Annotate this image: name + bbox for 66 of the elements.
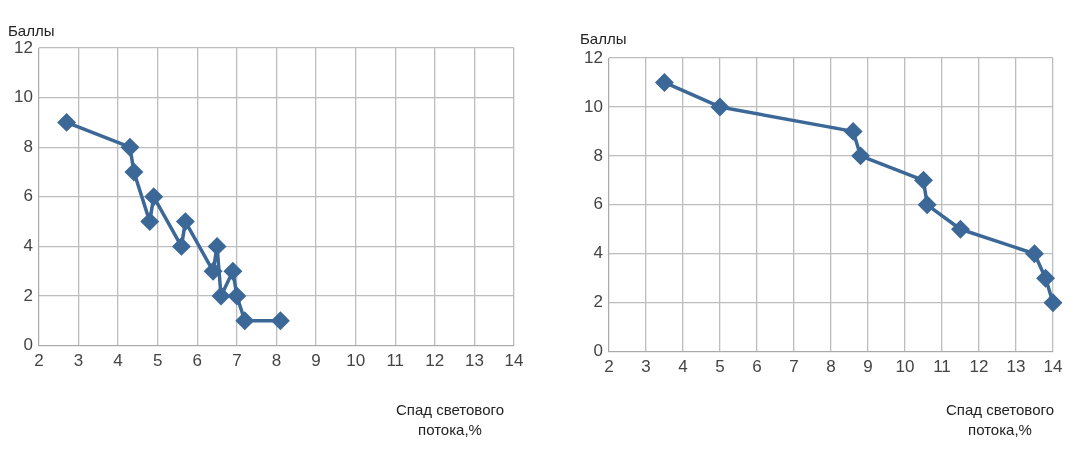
- point: [951, 220, 970, 239]
- x-tick-label: 6: [192, 351, 203, 371]
- point: [844, 122, 862, 141]
- y-tick-label: 10: [583, 96, 603, 116]
- y-tick-label: 6: [593, 194, 603, 214]
- y-tick-label: 2: [593, 292, 603, 312]
- point: [228, 287, 246, 305]
- y-tick-label: 4: [593, 243, 603, 263]
- x-tick-label: 8: [826, 357, 836, 377]
- point: [1044, 293, 1062, 312]
- y-tick-label: 4: [23, 236, 33, 256]
- point: [172, 237, 191, 256]
- x-tick-label: 8: [271, 351, 282, 371]
- x-tick-label: 5: [152, 351, 163, 371]
- x-tick-label: 7: [232, 351, 242, 371]
- point: [271, 312, 290, 330]
- y-tick-label: 8: [23, 136, 33, 156]
- x-tick-label: 11: [386, 351, 405, 371]
- point: [655, 73, 674, 92]
- x-tick-label: 3: [641, 357, 651, 377]
- point: [125, 163, 143, 181]
- point: [918, 196, 936, 214]
- point: [57, 113, 76, 132]
- point: [212, 287, 230, 305]
- point: [711, 98, 729, 116]
- y-tick-label: 2: [23, 285, 33, 305]
- y-tick-label: 12: [13, 37, 33, 57]
- point: [141, 212, 159, 231]
- x-tick-label: 10: [895, 357, 915, 377]
- y-tick-label: 12: [583, 47, 603, 67]
- y-tick-label: 10: [13, 87, 33, 107]
- x-tick-label: 14: [1043, 357, 1063, 377]
- y-tick-label: 0: [23, 335, 33, 355]
- point: [236, 312, 254, 330]
- x-tick-label: 14: [504, 351, 524, 371]
- x-tick-label: 9: [311, 351, 321, 371]
- x-tick-label: 3: [73, 351, 84, 371]
- point: [914, 171, 933, 190]
- x-tick-label: 12: [425, 351, 445, 371]
- point: [204, 262, 222, 280]
- y-axis-title: Баллы: [8, 22, 55, 39]
- x-tick-label: 10: [346, 351, 366, 371]
- y-axis-title: Баллы: [580, 30, 627, 47]
- y-tick-label: 8: [593, 145, 603, 165]
- x-axis-title: Спад светового потока,%: [394, 400, 505, 440]
- x-tick-label: 11: [933, 357, 951, 377]
- y-tick-label: 6: [23, 186, 33, 206]
- y-tick-label: 0: [593, 341, 603, 361]
- point: [176, 212, 195, 231]
- point: [1036, 269, 1055, 287]
- x-tick-label: 4: [113, 351, 123, 371]
- point: [121, 138, 139, 156]
- x-tick-label: 7: [789, 357, 799, 377]
- point: [144, 188, 163, 206]
- x-tick-label: 13: [1006, 357, 1026, 377]
- x-tick-label: 5: [715, 357, 725, 377]
- point: [851, 147, 870, 165]
- point: [224, 262, 242, 280]
- x-tick-label: 9: [863, 357, 873, 377]
- x-tick-label: 6: [752, 357, 762, 377]
- x-tick-label: 12: [969, 357, 989, 377]
- point: [1025, 244, 1044, 263]
- x-axis-title: Спад светового потока,%: [944, 400, 1055, 440]
- point: [208, 237, 226, 256]
- x-tick-label: 13: [464, 351, 484, 371]
- x-tick-label: 4: [678, 357, 688, 377]
